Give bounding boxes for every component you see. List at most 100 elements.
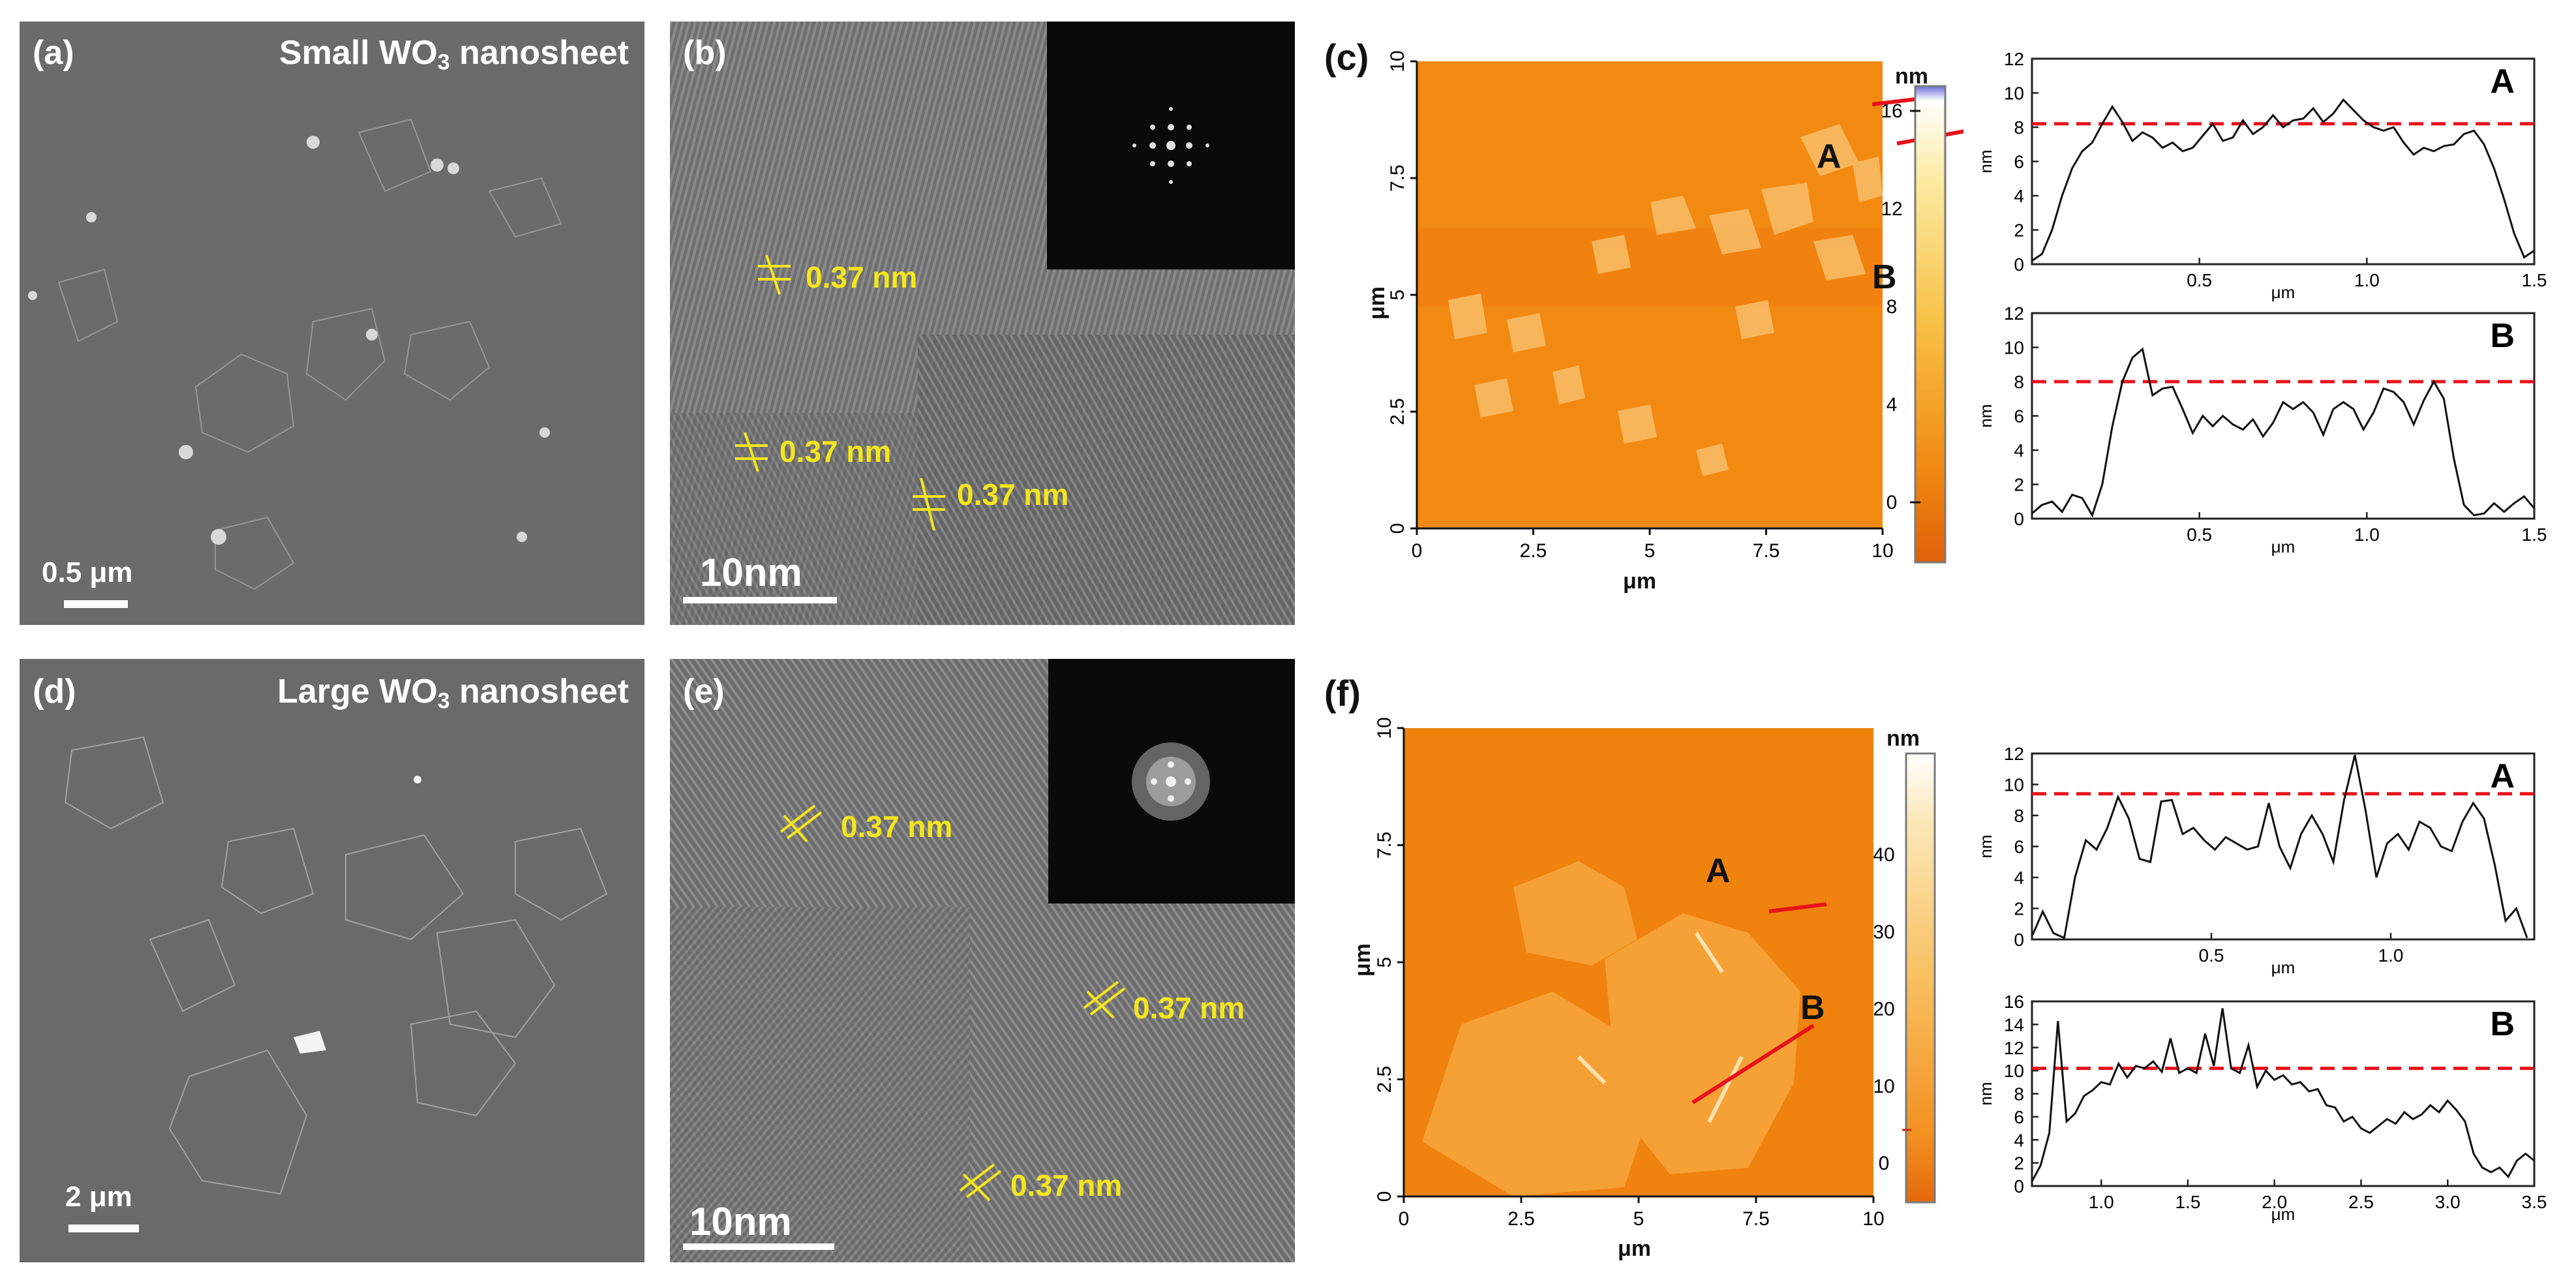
profile-ytick-label: 12 [2004,303,2024,324]
afm-ytick-label: 2.5 [1374,1066,1395,1093]
colorbar-tick-label: 0 [1887,492,1898,513]
line-label-f-b: B [1800,989,1825,1027]
profile-ytick-label: 4 [2014,186,2024,206]
afm-xtick-label: 10 [1871,540,1893,562]
sem-image-a [20,22,644,625]
afm-xtick-label: 0 [1412,540,1423,562]
profile-label: B [2490,317,2515,355]
profile-xtick-label: 1.0 [2354,525,2380,545]
profile-xtick-label: 3.0 [2435,1192,2461,1212]
profile-xlabel: μm [2271,1204,2296,1224]
scale-bar-d [68,1225,139,1232]
profile-xtick-label: 2.0 [2262,1192,2287,1212]
line-label-c-b: B [1872,258,1897,296]
hrtem-image-b [670,22,1295,625]
profile-xtick-label: 1.5 [2522,270,2547,290]
colorbar-tick-label: 12 [1881,198,1902,220]
panel-title-a: Small WO3 nanosheet [279,34,629,75]
profile-ylabel: nm [1976,149,1995,173]
scale-bar-a [64,600,128,608]
panel-label-c: (c) [1324,37,1369,78]
profile-ytick-label: 14 [2004,1014,2024,1035]
sem-image-d [20,659,644,1262]
profile-ytick-label: 4 [2014,1130,2024,1150]
afm-xtick-label: 5 [1633,1208,1644,1230]
fringe-label-e-3: 0.37 nm [1010,1168,1123,1202]
profile-xtick-label: 0.5 [2187,270,2212,290]
profile-frame [2031,312,2536,520]
profile-label: A [2490,757,2515,795]
profile-xtick-label: 1.5 [2522,525,2547,545]
panel-label-a: (a) [33,34,74,72]
profile-ytick-label: 8 [2014,806,2024,826]
colorbar-tick-label: 30 [1873,921,1894,943]
afm-ytick-label: 0 [1387,523,1408,534]
colorbar-tick-label: 4 [1887,394,1898,416]
colorbar-tick-label: 16 [1881,100,1902,122]
fringe-label-b-3: 0.37 nm [957,478,1069,511]
afm-xtick-label: 2.5 [1508,1208,1535,1230]
profile-ytick-label: 10 [2004,338,2024,358]
scale-bar-label-a: 0.5 μm [42,556,133,588]
profile-ytick-label: 0 [2014,1176,2024,1196]
profile-ytick-label: 6 [2014,1107,2024,1127]
profile-ytick-label: 8 [2014,117,2024,138]
profile-xtick-label: 0.5 [2187,525,2212,545]
colorbar-tick-label: 10 [1873,1076,1894,1097]
profile-series-line [2031,98,2535,262]
panel-label-b: (b) [683,34,727,72]
panel-title-d: Large WO3 nanosheet [277,673,629,714]
profile-ytick-label: 2 [2014,475,2024,495]
afm-axes-c: 0 2.5 5 7.5 10 0 2.5 5 7.5 10 0 4 8 12 16 [1387,50,1903,562]
colorbar-tick-label: 40 [1873,844,1894,866]
colorbar-unit-f: nm [1887,726,1920,751]
profile-ytick-label: 2 [2014,899,2024,919]
scale-bar-label-b: 10nm [700,551,802,594]
profile-chart-c-B: 0 2 4 6 8 10 12 0.5 1.0 1.5 μm nm B [1976,303,2547,556]
profile-ytick-label: 0 [2014,930,2024,950]
profile-label: A [2490,63,2515,100]
profile-ytick-label: 0 [2014,254,2024,275]
profile-ytick-label: 8 [2014,1084,2024,1104]
fringe-label-b-1: 0.37 nm [806,260,918,294]
panel-label-d: (d) [33,673,76,710]
afm-xtick-label: 0 [1399,1208,1410,1230]
profile-ytick-label: 12 [2004,744,2024,764]
colorbar-unit-c: nm [1895,64,1928,89]
profile-ytick-label: 2 [2014,1153,2024,1174]
x-axis-label-c: μm [1623,569,1657,594]
panel-d-sem-image: (d) Large WO3 nanosheet 2 μm [20,659,644,1262]
afm-ytick-label: 5 [1374,957,1395,968]
profile-ytick-label: 8 [2014,372,2024,392]
profile-ylabel: nm [1976,1082,1995,1105]
panel-label-e: (e) [683,673,725,710]
scale-bar-label-d: 2 μm [65,1181,132,1213]
afm-xtick-label: 7.5 [1742,1208,1770,1230]
profile-series-line [2031,755,2528,939]
profile-frame [2031,752,2536,941]
profile-xtick-label: 1.0 [2089,1192,2114,1212]
afm-xtick-label: 7.5 [1753,540,1780,562]
scale-bar-b [683,597,837,603]
afm-ytick-label: 0 [1374,1191,1395,1202]
profile-ytick-label: 4 [2014,440,2024,461]
panel-e-hrtem-image: (e) 0.37 nm 0.37 nm 0.37 nm 10nm [670,659,1295,1262]
afm-xtick-label: 5 [1644,540,1656,562]
scale-bar-label-e: 10nm [689,1200,792,1243]
panel-label-f: (f) [1324,673,1361,714]
profile-ytick-label: 0 [2014,509,2024,529]
profile-frame [2031,57,2536,266]
panel-b-hrtem-image: (b) 0.37 nm 0.37 nm 0.37 nm 10nm [670,22,1295,625]
profile-ytick-label: 4 [2014,868,2024,888]
profile-ylabel: nm [1976,834,1995,858]
profile-ytick-label: 16 [2004,992,2024,1012]
colorbar-c [1914,85,1947,564]
profile-ytick-label: 10 [2004,1061,2024,1081]
afm-map-f [1402,728,1936,1204]
profile-ytick-label: 6 [2014,152,2024,172]
profile-xtick-label: 1.5 [2175,1192,2200,1212]
colorbar-tick-label: 0 [1879,1153,1890,1174]
afm-xtick-label: 2.5 [1520,540,1547,562]
